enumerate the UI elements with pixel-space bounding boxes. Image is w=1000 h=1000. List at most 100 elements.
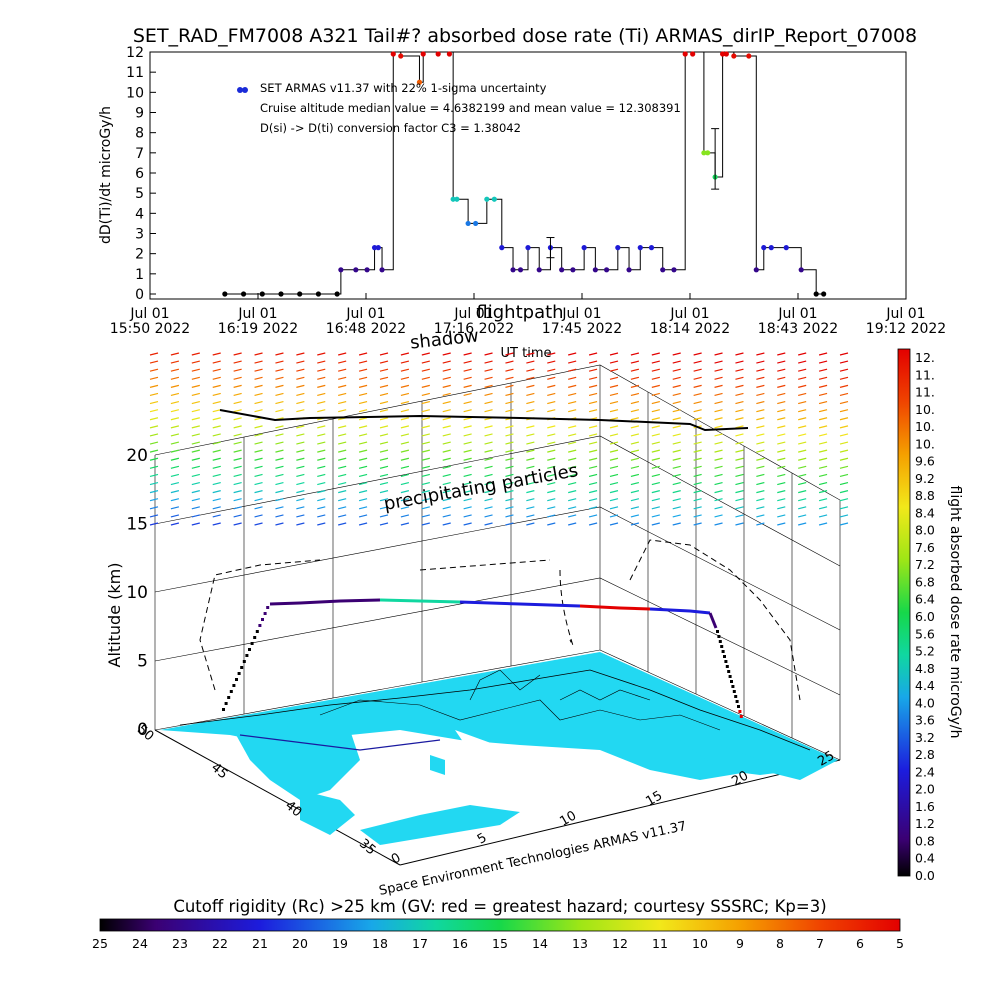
shadow-label: shadow — [409, 325, 480, 353]
particle-mark — [526, 433, 535, 437]
particle-mark — [463, 481, 472, 486]
particle-mark — [547, 473, 556, 478]
particle-mark — [798, 425, 807, 429]
particle-mark — [149, 352, 159, 356]
particle-mark — [777, 449, 786, 453]
particle-mark — [254, 433, 263, 437]
particle-mark — [735, 449, 744, 453]
particle-mark — [170, 514, 180, 518]
particle-mark — [338, 490, 347, 494]
particle-mark — [463, 498, 472, 502]
particle-mark — [233, 352, 242, 356]
particle-mark — [149, 465, 159, 469]
dose-rate-point — [297, 291, 303, 297]
particle-mark — [505, 384, 514, 388]
particle-mark — [651, 352, 660, 356]
particle-mark — [296, 441, 305, 445]
particle-mark — [505, 481, 514, 486]
particle-mark — [777, 506, 786, 510]
particle-mark — [191, 506, 200, 510]
particle-mark — [379, 352, 389, 356]
particle-mark — [254, 376, 263, 380]
particle-mark — [442, 376, 451, 380]
legend-cruise-stats: Cruise altitude median value = 4.6382199… — [260, 101, 681, 115]
right-colorbar-tick-label: 10. — [915, 436, 935, 451]
legend-marker — [237, 87, 243, 93]
particle-mark — [442, 368, 451, 372]
particle-mark — [421, 449, 430, 453]
particle-mark — [149, 449, 159, 453]
particle-mark — [818, 465, 828, 469]
right-colorbar-ticks: 12. 11. 11. 10. 10. 10. 9.6 9.2 8.8 8.4 8.0 7.6 7.2 6… — [915, 350, 935, 883]
particle-mark — [212, 465, 221, 469]
particle-mark — [400, 449, 410, 453]
particle-mark — [484, 425, 493, 429]
particle-mark — [484, 481, 493, 486]
particle-mark — [254, 465, 263, 469]
particle-mark — [651, 498, 660, 502]
descent-dot — [716, 630, 719, 633]
dose-rate-point — [536, 267, 542, 273]
particle-mark — [777, 522, 786, 526]
particle-mark — [317, 392, 326, 397]
particle-mark — [421, 457, 430, 461]
particle-mark — [191, 490, 200, 494]
dose-rate-point — [435, 51, 441, 57]
particle-mark — [609, 514, 619, 518]
right-colorbar-tick-label: 1.2 — [915, 816, 935, 831]
particle-mark — [317, 522, 326, 526]
particle-mark — [672, 441, 681, 445]
particle-mark — [317, 514, 326, 518]
particle-mark — [526, 449, 535, 453]
y-tick-label: 10 — [126, 85, 144, 101]
bottom-colorbar-tick-label: 20 — [292, 936, 308, 951]
particle-mark — [588, 522, 598, 526]
particle-mark — [568, 376, 577, 380]
particle-mark — [317, 400, 326, 405]
ascent-dot — [237, 672, 241, 675]
particle-mark — [358, 473, 368, 478]
altitude-axis: 0 5 10 15 20 — [126, 446, 148, 740]
particle-mark — [818, 522, 828, 526]
particle-mark — [651, 449, 660, 453]
particle-mark — [442, 498, 451, 502]
particle-mark — [609, 368, 619, 372]
particle-mark — [442, 384, 451, 388]
particle-mark — [630, 506, 640, 510]
particle-mark — [338, 384, 347, 388]
x-tick-label-time: 16:19 2022 — [218, 321, 298, 337]
particle-mark — [358, 384, 368, 388]
particle-mark — [568, 360, 577, 364]
particle-mark — [358, 506, 368, 510]
particle-mark — [358, 498, 368, 502]
particle-mark — [233, 449, 242, 453]
particle-mark — [630, 441, 640, 445]
particle-mark — [254, 400, 263, 405]
y-tick-label: 0 — [135, 287, 144, 303]
particle-mark — [358, 368, 368, 372]
particle-mark — [526, 457, 535, 461]
dose-rate-point — [398, 53, 404, 59]
particle-mark — [818, 352, 828, 356]
particle-mark — [588, 465, 598, 469]
dose-rate-point — [416, 79, 423, 85]
particle-mark — [442, 449, 451, 453]
particle-mark — [756, 433, 765, 437]
particle-mark — [672, 392, 681, 397]
particle-mark — [233, 457, 242, 461]
particle-mark — [275, 360, 284, 364]
particle-mark — [296, 457, 305, 461]
particle-mark — [651, 506, 660, 510]
particle-mark — [338, 449, 347, 453]
particle-mark — [630, 473, 640, 478]
particle-mark — [421, 392, 430, 397]
particle-mark — [839, 473, 849, 478]
particle-mark — [191, 376, 200, 380]
descent-dot — [739, 715, 743, 718]
particle-mark — [358, 360, 368, 364]
particle-mark — [442, 465, 451, 469]
particle-mark — [505, 425, 514, 429]
particle-mark — [233, 465, 242, 469]
particle-mark — [421, 360, 430, 364]
ascent-dot — [263, 612, 267, 615]
